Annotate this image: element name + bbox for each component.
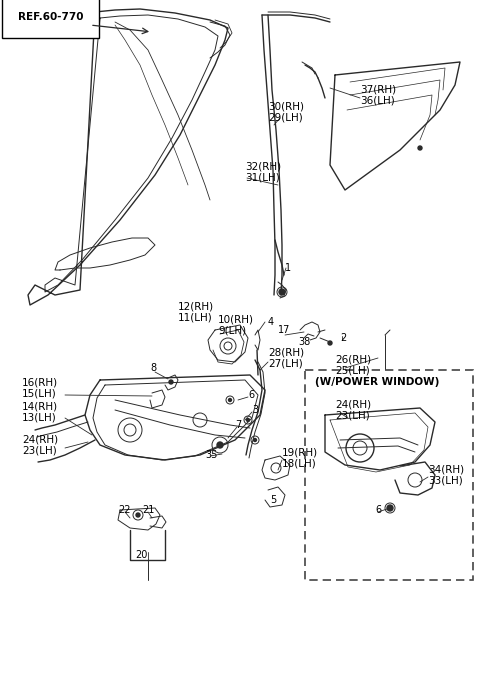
FancyBboxPatch shape xyxy=(305,370,473,580)
Text: 22: 22 xyxy=(118,505,131,515)
Text: (W/POWER WINDOW): (W/POWER WINDOW) xyxy=(315,377,439,387)
Circle shape xyxy=(418,146,422,150)
Text: 24(RH)
23(LH): 24(RH) 23(LH) xyxy=(22,434,58,456)
Text: 12(RH)
11(LH): 12(RH) 11(LH) xyxy=(178,302,214,323)
Text: 4: 4 xyxy=(268,317,274,327)
Circle shape xyxy=(253,439,256,441)
Text: 7: 7 xyxy=(235,420,241,430)
Text: 30(RH)
29(LH): 30(RH) 29(LH) xyxy=(268,101,304,122)
Text: 37(RH)
36(LH): 37(RH) 36(LH) xyxy=(360,84,396,106)
Text: 26(RH)
25(LH): 26(RH) 25(LH) xyxy=(335,354,371,376)
Text: 14(RH)
13(LH): 14(RH) 13(LH) xyxy=(22,401,58,423)
Circle shape xyxy=(217,442,223,448)
Circle shape xyxy=(136,513,140,517)
Text: 6: 6 xyxy=(375,505,381,515)
Text: 19(RH)
18(LH): 19(RH) 18(LH) xyxy=(282,447,318,469)
Text: 38: 38 xyxy=(298,337,310,347)
Text: REF.60-770: REF.60-770 xyxy=(18,12,84,22)
Circle shape xyxy=(169,380,173,384)
Circle shape xyxy=(279,289,285,295)
Text: 35: 35 xyxy=(205,450,217,460)
Text: 32(RH)
31(LH): 32(RH) 31(LH) xyxy=(245,162,281,183)
Text: 24(RH)
23(LH): 24(RH) 23(LH) xyxy=(335,399,371,421)
Text: 1: 1 xyxy=(285,263,291,273)
Text: 10(RH)
9(LH): 10(RH) 9(LH) xyxy=(218,314,254,336)
Text: 28(RH)
27(LH): 28(RH) 27(LH) xyxy=(268,347,304,369)
Text: 20: 20 xyxy=(135,550,147,560)
Text: 8: 8 xyxy=(150,363,156,373)
Text: 21: 21 xyxy=(142,505,155,515)
Circle shape xyxy=(228,398,231,402)
Circle shape xyxy=(247,419,250,421)
Text: 16(RH)
15(LH): 16(RH) 15(LH) xyxy=(22,377,58,399)
Text: 34(RH)
33(LH): 34(RH) 33(LH) xyxy=(428,464,464,486)
Circle shape xyxy=(328,341,332,345)
Text: 2: 2 xyxy=(340,333,346,343)
Text: 17: 17 xyxy=(278,325,290,335)
Text: 5: 5 xyxy=(270,495,276,505)
Text: 3: 3 xyxy=(252,405,258,415)
Circle shape xyxy=(387,505,393,511)
Text: 6: 6 xyxy=(248,390,254,400)
